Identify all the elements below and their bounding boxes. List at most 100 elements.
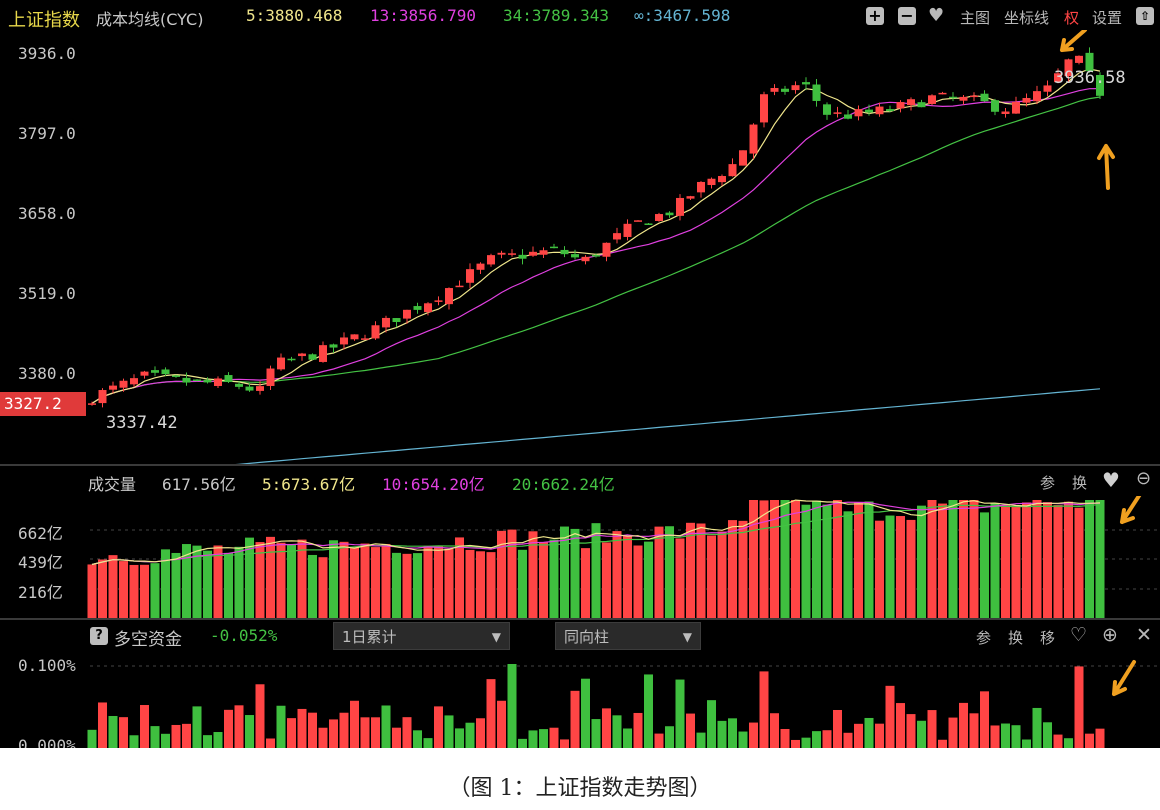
volume-bar bbox=[203, 550, 212, 618]
capital-bar bbox=[623, 728, 632, 748]
volume-bar bbox=[696, 523, 706, 618]
arrow-indicator bbox=[1060, 30, 1087, 52]
capital-switch-button[interactable]: 换 bbox=[1008, 629, 1024, 647]
capital-bar bbox=[1001, 723, 1010, 748]
capital-bar bbox=[98, 702, 107, 748]
candle-body bbox=[203, 379, 212, 383]
candle-body bbox=[812, 84, 821, 101]
capital-bar bbox=[171, 724, 181, 748]
volume-bar bbox=[749, 500, 758, 618]
zoom-out-icon[interactable]: − bbox=[898, 7, 916, 25]
candle-body bbox=[455, 285, 464, 288]
candle-body bbox=[413, 306, 422, 310]
capital-bar bbox=[413, 730, 422, 748]
capital-bar bbox=[633, 712, 643, 748]
capital-bar bbox=[108, 715, 118, 748]
bar-mode-dropdown[interactable]: 同向柱 ▼ bbox=[555, 622, 701, 650]
favorite-heart-icon[interactable]: ♥ bbox=[928, 5, 945, 26]
capital-bar bbox=[161, 733, 170, 748]
panel-divider bbox=[0, 464, 1160, 466]
volume-zoom-icon[interactable]: ⊖ bbox=[1136, 468, 1152, 489]
capital-bar bbox=[371, 717, 380, 748]
candle-body bbox=[434, 300, 443, 302]
volume-heart-icon[interactable]: ♥ bbox=[1102, 468, 1120, 492]
capital-bar bbox=[140, 705, 149, 748]
bar-mode-dropdown-value: 同向柱 bbox=[564, 628, 610, 646]
settings-button[interactable]: 设置 bbox=[1092, 9, 1123, 27]
volume-bar bbox=[539, 542, 548, 618]
current-price-tag: 3327.2 bbox=[0, 392, 86, 416]
candle-body bbox=[392, 318, 401, 322]
capital-bar bbox=[476, 718, 485, 748]
candle-body bbox=[1054, 73, 1062, 83]
candle-body bbox=[98, 390, 107, 404]
volume-bar bbox=[507, 529, 517, 618]
rights-adjust-button[interactable]: 权 bbox=[1064, 9, 1080, 27]
volume-bar bbox=[791, 500, 800, 618]
volume-bar bbox=[297, 539, 307, 618]
volume-bar bbox=[423, 545, 433, 618]
accumulate-dropdown[interactable]: 1日累计 ▼ bbox=[333, 622, 510, 650]
volume-bar bbox=[864, 501, 874, 618]
close-icon[interactable]: ✕ bbox=[1136, 624, 1152, 646]
volume-bar bbox=[801, 504, 811, 618]
expand-icon[interactable]: ⇧ bbox=[1136, 7, 1154, 25]
volume-bar bbox=[434, 545, 443, 618]
volume-bar bbox=[707, 535, 716, 618]
candle-body bbox=[844, 114, 852, 119]
candle-body bbox=[980, 93, 989, 102]
capital-bar bbox=[486, 679, 496, 748]
capital-param-button[interactable]: 参 bbox=[976, 629, 992, 647]
y-label: 3797.0 bbox=[18, 124, 76, 143]
candle-body bbox=[665, 212, 674, 216]
candle-body bbox=[739, 150, 747, 166]
capital-bar bbox=[938, 739, 947, 748]
candle-body bbox=[445, 288, 453, 305]
help-icon[interactable]: ? bbox=[90, 627, 108, 645]
candle-body bbox=[193, 379, 201, 382]
capital-bar bbox=[339, 712, 349, 748]
volume-ma20-line bbox=[91, 504, 1101, 566]
coordinate-line-button[interactable]: 坐标线 bbox=[1004, 9, 1050, 27]
zoom-in-icon[interactable]: + bbox=[866, 7, 884, 25]
candle-body bbox=[287, 358, 296, 361]
capital-bar bbox=[738, 731, 748, 748]
capital-bar bbox=[591, 719, 601, 748]
chevron-down-icon: ▼ bbox=[682, 630, 692, 644]
capital-bar bbox=[287, 718, 296, 748]
candle-body bbox=[770, 87, 779, 92]
capital-bar bbox=[1053, 734, 1063, 748]
volume-bar bbox=[1095, 500, 1105, 618]
volume-bar bbox=[843, 511, 853, 618]
volume-chart[interactable] bbox=[0, 496, 1160, 618]
volume-bar bbox=[927, 500, 937, 618]
volume-param-button[interactable]: 参 bbox=[1040, 474, 1056, 492]
volume-bar bbox=[854, 502, 863, 618]
volume-bar bbox=[1064, 501, 1073, 618]
volume-bar bbox=[392, 552, 401, 618]
volume-bar bbox=[486, 552, 496, 618]
capital-heart-icon[interactable]: ♡ bbox=[1070, 624, 1088, 646]
candle-body bbox=[1043, 85, 1052, 92]
volume-bar bbox=[1074, 507, 1084, 618]
candle-body bbox=[854, 109, 863, 117]
candle-body bbox=[235, 383, 243, 387]
capital-bar bbox=[686, 713, 695, 748]
volume-bar bbox=[885, 515, 895, 618]
figure-caption: （图 1：上证指数走势图） bbox=[448, 776, 712, 801]
volume-bar bbox=[171, 552, 181, 618]
main-chart-button[interactable]: 主图 bbox=[960, 9, 991, 27]
candle-body bbox=[602, 242, 611, 257]
candle-body bbox=[1033, 91, 1041, 102]
capital-zoom-icon[interactable]: ⊕ bbox=[1102, 624, 1118, 646]
capital-move-button[interactable]: 移 bbox=[1040, 629, 1056, 647]
volume-bar bbox=[192, 545, 202, 618]
capital-bar bbox=[392, 727, 401, 748]
volume-switch-button[interactable]: 换 bbox=[1072, 474, 1088, 492]
volume-bar bbox=[686, 522, 695, 618]
candlestick-chart[interactable] bbox=[0, 30, 1160, 464]
capital-title: 多空资金 bbox=[114, 630, 182, 650]
indicator-name[interactable]: 成本均线(CYC) bbox=[96, 10, 204, 29]
capital-flow-chart[interactable] bbox=[0, 650, 1160, 748]
candle-body bbox=[88, 403, 96, 405]
